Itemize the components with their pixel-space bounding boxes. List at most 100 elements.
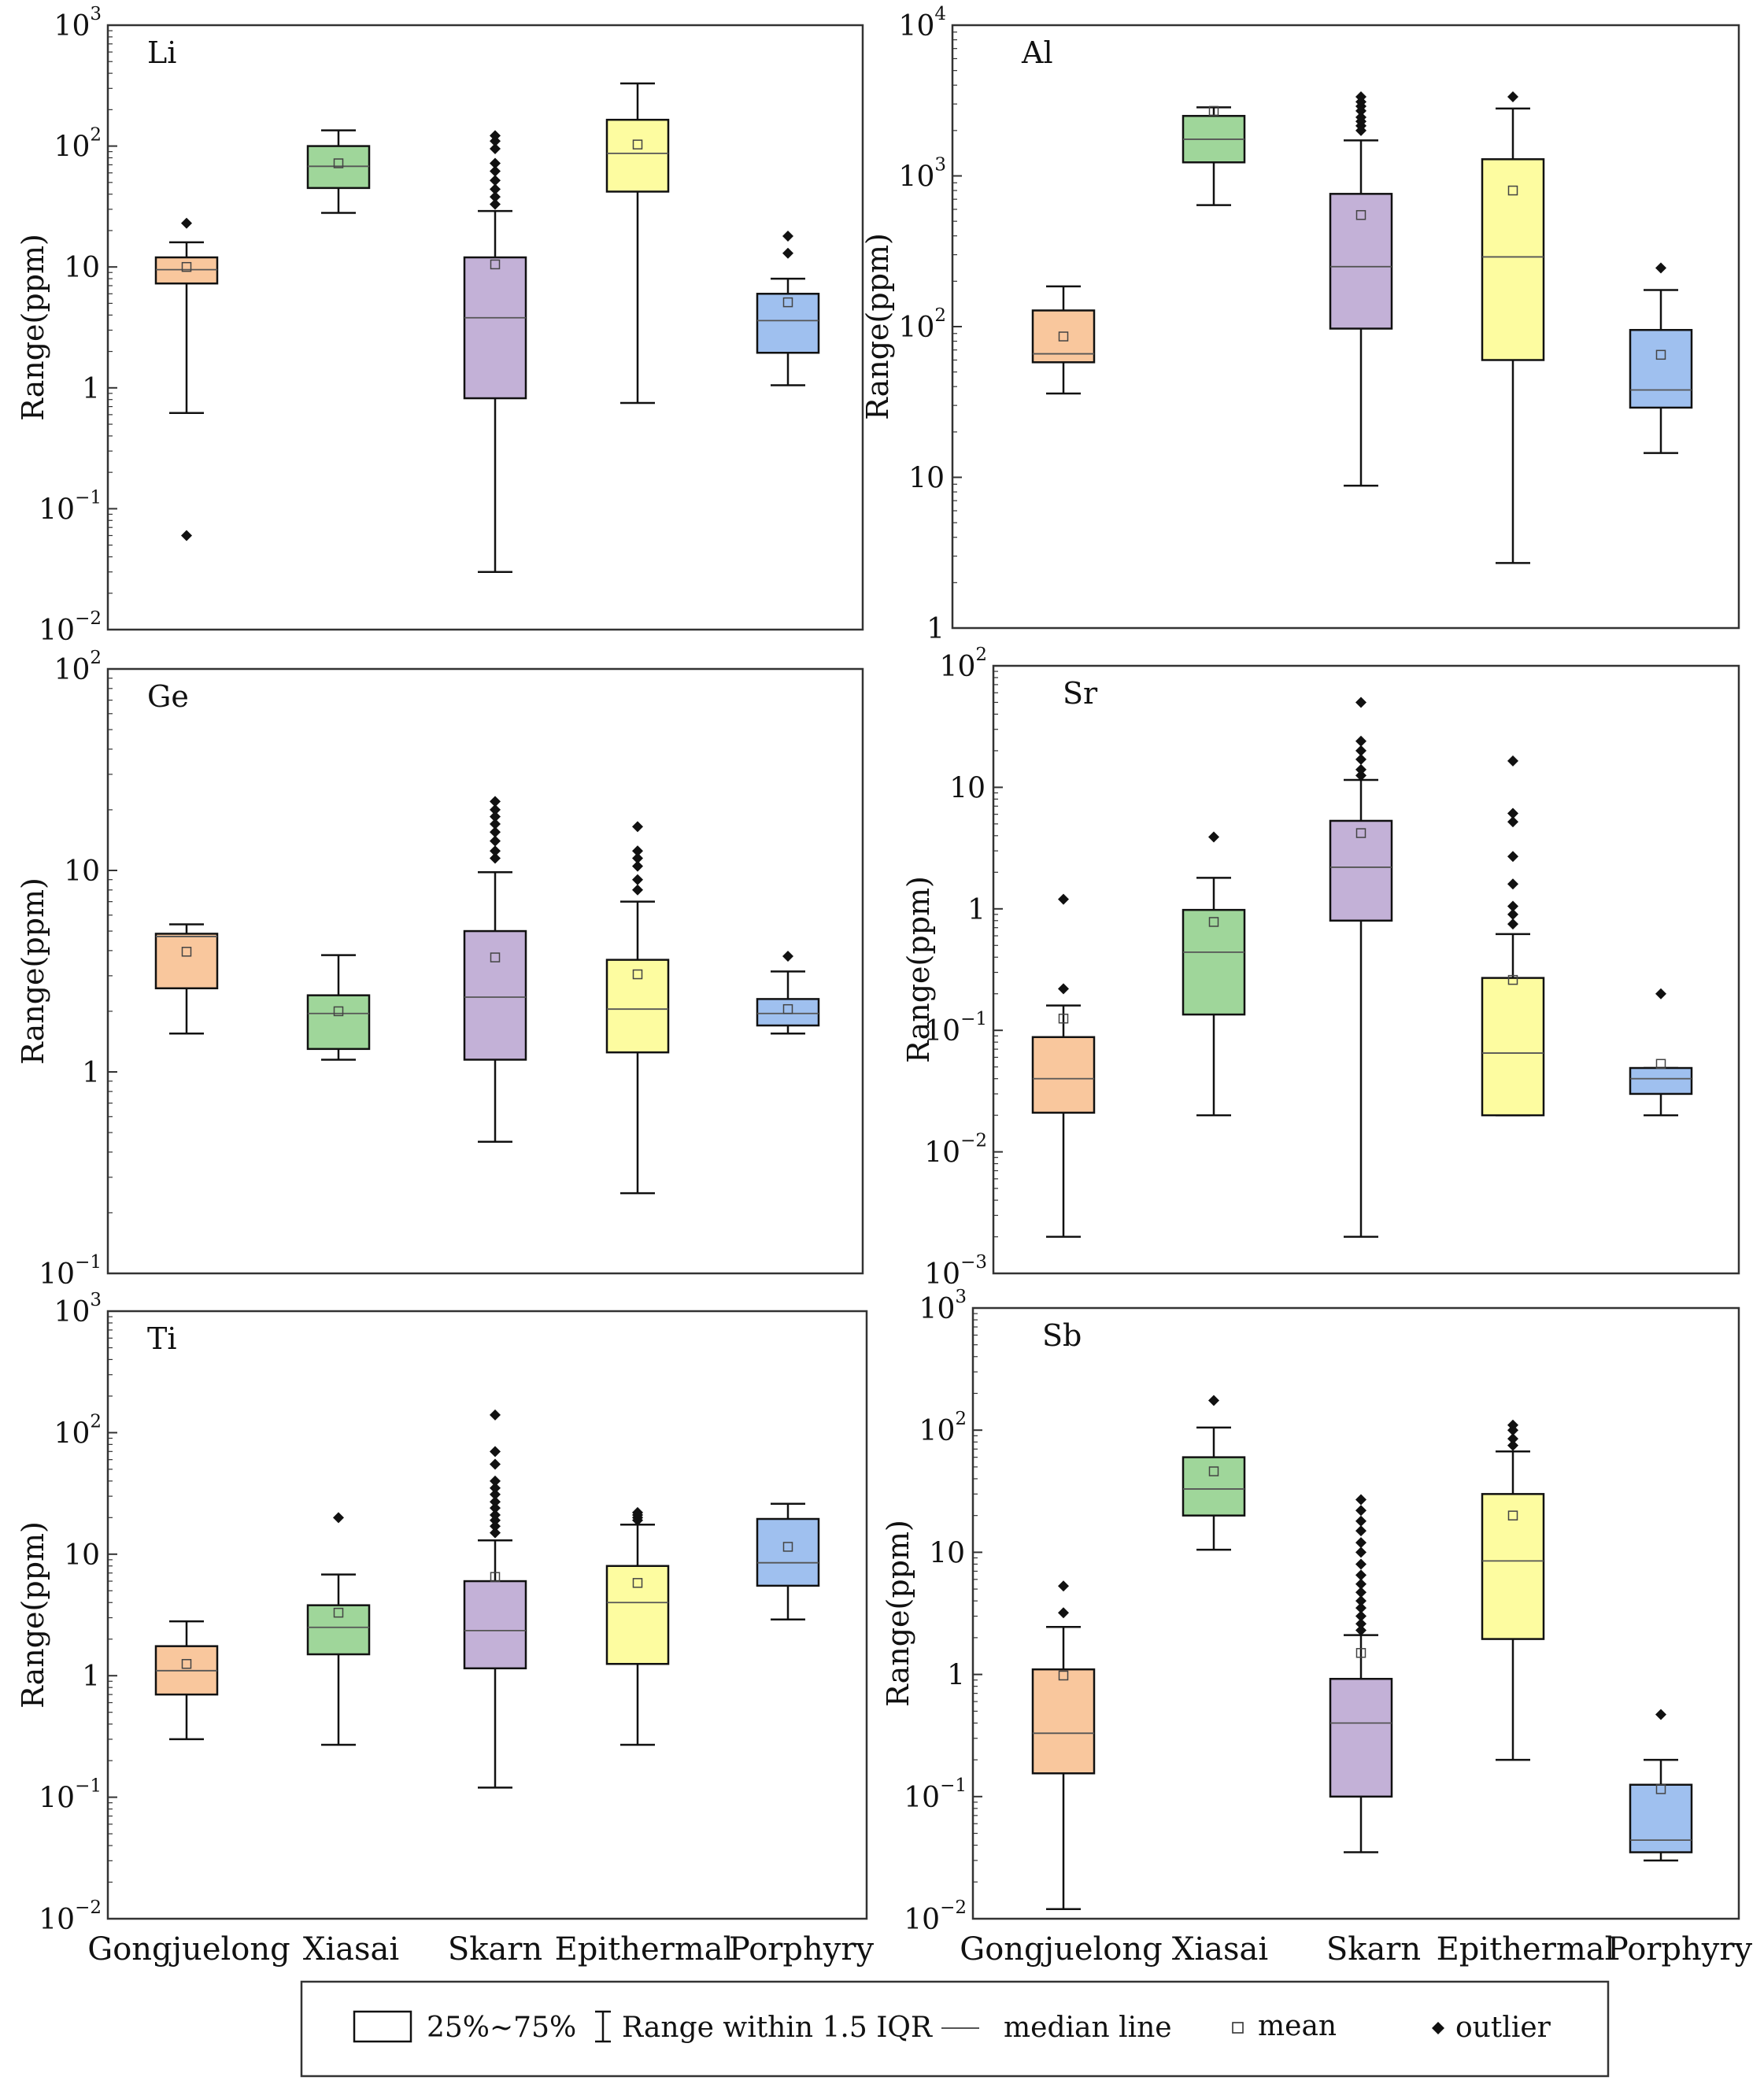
- y-tick-label: 103: [54, 4, 102, 42]
- iqr-box: [154, 933, 219, 990]
- y-tick-label: 1: [926, 613, 945, 645]
- y-tick-label: 1: [967, 894, 986, 926]
- box-gongjuelong: [1031, 893, 1096, 1238]
- legend-range-label: Range within 1.5 IQR: [622, 2012, 933, 2044]
- panel-label: Ge: [147, 679, 189, 714]
- iqr-box: [463, 929, 527, 1061]
- y-axis-label: Range(ppm): [860, 233, 895, 420]
- box-gongjuelong: [154, 923, 219, 1035]
- outlier-point: [1208, 831, 1219, 843]
- box-porphyry: [756, 1502, 820, 1621]
- iqr-box: [756, 293, 820, 354]
- mean-marker: [1355, 828, 1366, 838]
- y-tick-label: 1: [947, 1660, 965, 1692]
- panel-label: Li: [147, 35, 176, 70]
- outlier-point: [490, 1496, 501, 1508]
- outlier-point: [632, 874, 643, 885]
- y-tick-label: 10: [64, 1539, 100, 1572]
- outlier-point: [490, 183, 501, 195]
- y-tick-label: 10−2: [904, 1897, 967, 1936]
- box-xiasai: [306, 1512, 371, 1746]
- iqr-box: [463, 256, 527, 400]
- mean-marker: [1355, 1648, 1366, 1658]
- iqr-box: [1031, 1668, 1096, 1775]
- legend-outlier-label: outlier: [1455, 2012, 1551, 2044]
- outlier-point: [782, 247, 793, 259]
- y-tick-label: 10−2: [39, 1897, 102, 1936]
- iqr-box: [1031, 1036, 1096, 1114]
- box-porphyry: [756, 230, 820, 386]
- y-axis-label: Range(ppm): [16, 878, 50, 1065]
- y-axis-label: Range(ppm): [16, 234, 50, 421]
- box-gongjuelong: [1031, 1580, 1096, 1910]
- iqr-box: [1481, 158, 1545, 361]
- box-skarn: [463, 130, 527, 573]
- outlier-point: [490, 811, 501, 822]
- y-tick-label: 10: [908, 463, 945, 495]
- mean-marker: [1507, 1510, 1518, 1521]
- mean-marker: [1507, 185, 1518, 196]
- mean-marker: [782, 1542, 793, 1552]
- outlier-point: [632, 884, 643, 896]
- y-tick-label: 103: [899, 155, 946, 194]
- mean-marker: [1058, 331, 1069, 342]
- y-axis-label: Range(ppm): [881, 1520, 915, 1707]
- outlier-point: [1355, 1505, 1366, 1517]
- box-epithermal: [605, 82, 670, 405]
- outlier-point: [1355, 1494, 1366, 1506]
- mean-marker: [782, 1003, 793, 1014]
- box-skarn: [463, 1409, 527, 1789]
- box-porphyry: [1629, 988, 1693, 1117]
- iqr-box: [1629, 1066, 1693, 1096]
- y-tick-label: 1: [82, 1057, 100, 1089]
- outlier-point: [490, 165, 501, 177]
- outlier-point: [490, 1527, 501, 1539]
- outlier-point: [490, 1475, 501, 1487]
- mean-marker: [490, 1572, 501, 1582]
- mean-marker: [490, 259, 501, 270]
- panel-frame: [992, 664, 1740, 1275]
- iqr-box: [1481, 977, 1545, 1117]
- mean-marker: [1355, 209, 1366, 220]
- y-axis-label: Range(ppm): [901, 876, 936, 1063]
- outlier-point: [1355, 745, 1366, 756]
- outlier-point: [490, 191, 501, 203]
- outlier-point: [1507, 807, 1518, 819]
- mean-marker: [181, 1658, 192, 1669]
- outlier-point: [782, 230, 793, 242]
- y-tick-label: 10−1: [39, 487, 102, 526]
- iqr-box: [1481, 1493, 1545, 1640]
- iqr-box: [1329, 1677, 1393, 1798]
- outlier-point: [490, 157, 501, 169]
- outlier-point: [1507, 1419, 1518, 1431]
- outlier-point: [1355, 1537, 1366, 1549]
- panel-frame: [106, 1310, 868, 1920]
- iqr-box: [605, 118, 670, 193]
- panel-frame: [106, 24, 864, 631]
- box-gongjuelong: [154, 1620, 219, 1741]
- panel-frame: [971, 1306, 1740, 1920]
- x-category-label: Epithermal: [555, 1931, 734, 1968]
- outlier-point: [1355, 111, 1366, 123]
- outlier-point: [1355, 1546, 1366, 1558]
- mean-marker: [1507, 974, 1518, 985]
- outlier-point: [1507, 851, 1518, 863]
- mean-marker: [333, 1607, 344, 1618]
- outlier-point: [490, 1458, 501, 1470]
- outlier-point: [1355, 753, 1366, 765]
- iqr-box: [605, 959, 670, 1054]
- mean-marker: [632, 1578, 643, 1588]
- x-category-label: Skarn: [448, 1931, 542, 1968]
- box-gongjuelong: [154, 217, 219, 541]
- iqr-box: [1329, 193, 1393, 330]
- outlier-point: [490, 1482, 501, 1494]
- x-category-label: Epithermal: [1437, 1931, 1615, 1968]
- outlier-point: [1058, 1580, 1069, 1592]
- outlier-point: [632, 1506, 643, 1518]
- outlier-point: [1058, 893, 1069, 905]
- y-tick-label: 102: [899, 305, 946, 344]
- outlier-point: [1655, 262, 1666, 274]
- box-epithermal: [1481, 91, 1545, 564]
- y-tick-label: 10: [949, 772, 986, 804]
